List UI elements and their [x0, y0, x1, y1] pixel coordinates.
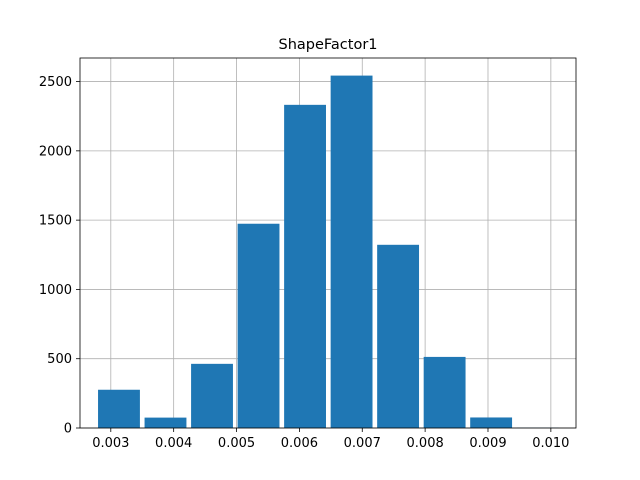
- histogram-bar: [377, 244, 420, 428]
- histogram-bar: [98, 389, 140, 428]
- histogram-bar: [470, 417, 513, 428]
- y-tick-label: 500: [47, 352, 72, 367]
- bars-layer: [98, 75, 559, 429]
- y-tick-label: 0: [64, 422, 72, 437]
- histogram-bar: [191, 363, 233, 428]
- histogram-bar: [284, 104, 326, 428]
- histogram-bar: [330, 75, 373, 429]
- y-tick-label: 1500: [39, 214, 72, 229]
- histogram-bar: [423, 356, 466, 428]
- x-tick-label: 0.007: [344, 436, 381, 451]
- x-tick-label: 0.003: [92, 436, 129, 451]
- axes-layer: 0.003 0.004 0.005 0.006 0.007 0.008 0.009 0.010…: [39, 57, 577, 451]
- histogram-bar: [144, 417, 187, 428]
- x-tick-label: 0.004: [155, 436, 192, 451]
- x-tick-label: 0.006: [281, 436, 318, 451]
- y-tick-label: 1000: [39, 283, 72, 298]
- x-tick-label: 0.005: [218, 436, 255, 451]
- x-tick-label: 0.009: [469, 436, 506, 451]
- y-tick-label: 2000: [39, 144, 72, 159]
- y-tick-label: 2500: [39, 75, 72, 90]
- chart-title: ShapeFactor1: [278, 37, 377, 53]
- x-tick-label: 0.008: [407, 436, 444, 451]
- plot-frame: [79, 57, 577, 429]
- histogram-bar: [237, 223, 280, 428]
- x-tick-label: 0.010: [532, 436, 569, 451]
